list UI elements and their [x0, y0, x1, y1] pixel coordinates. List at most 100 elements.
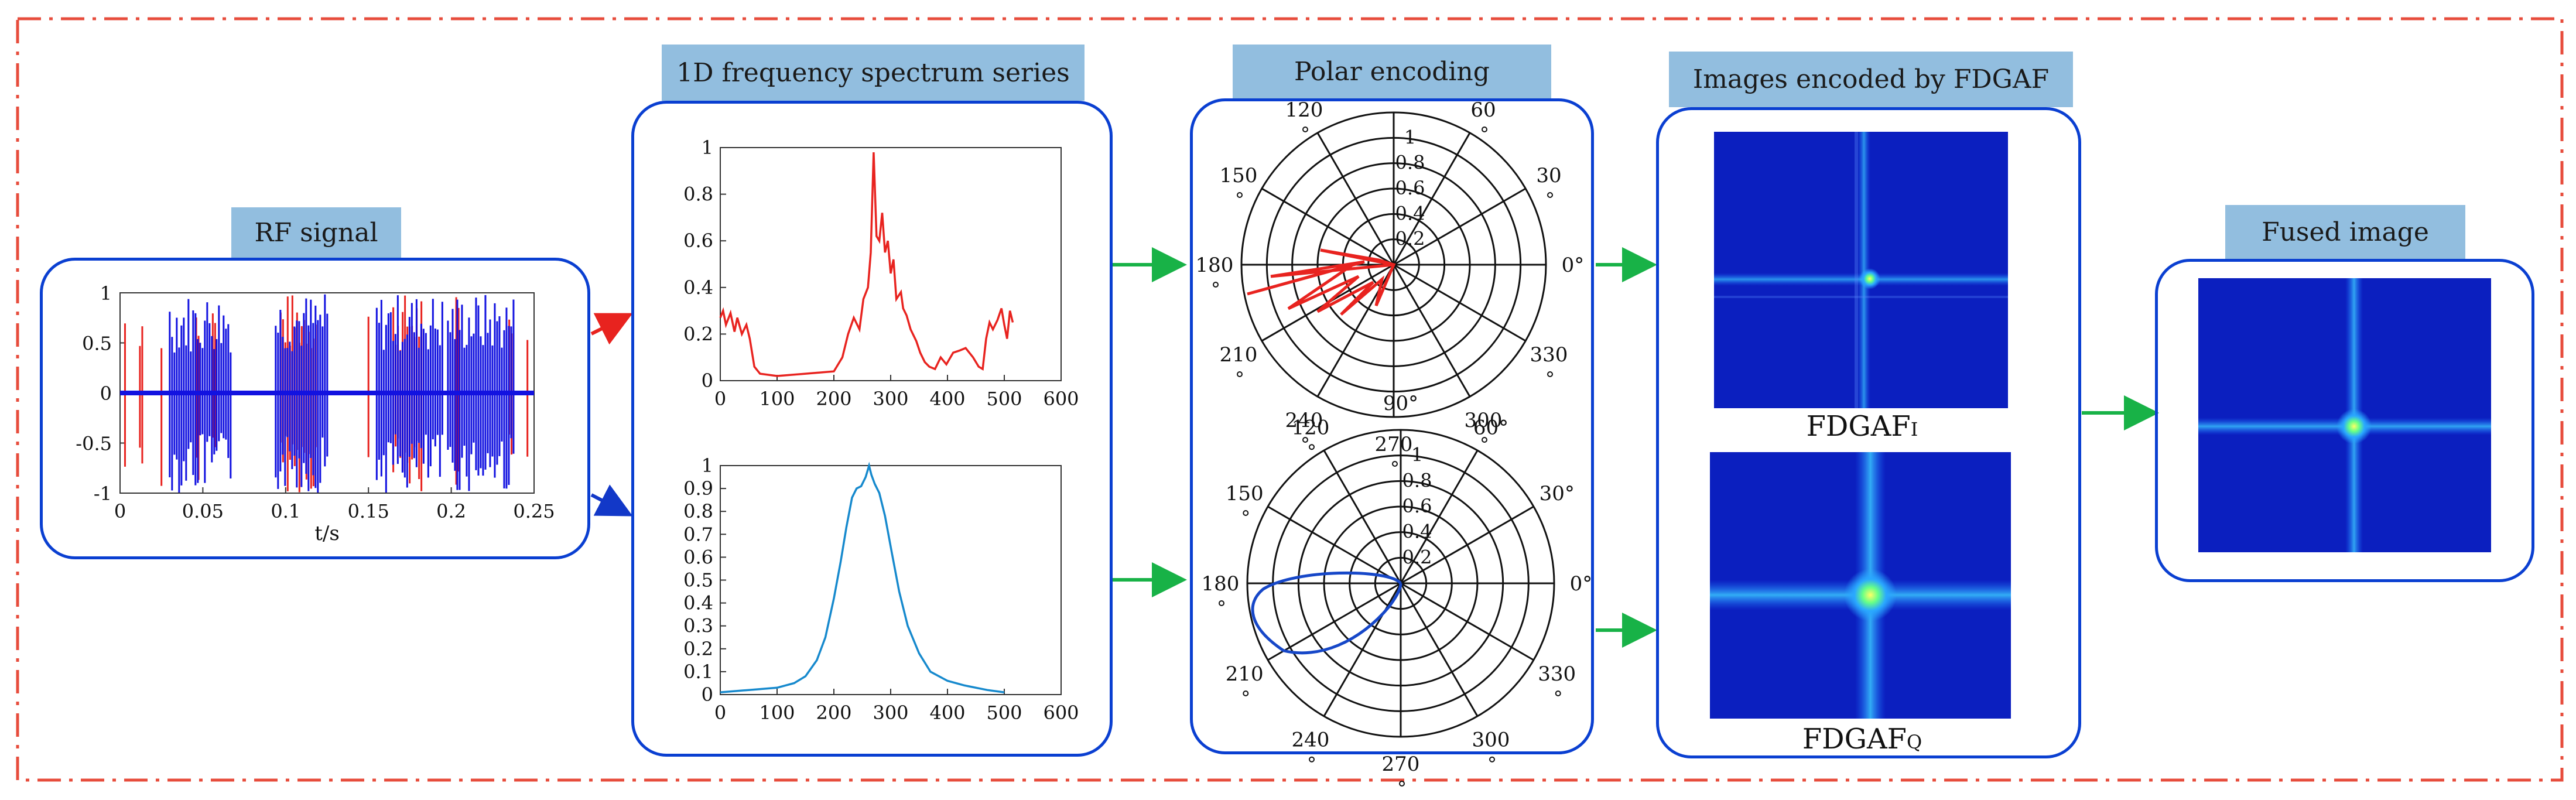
- polar-i-degree-mark: [1482, 437, 1487, 443]
- polar-i-radial-label: 1: [1404, 126, 1416, 148]
- polar-i-degree-mark: [1302, 437, 1308, 443]
- polar-q-angle-label: 60°: [1473, 416, 1508, 439]
- rf-xtick-label: 0.1: [271, 500, 300, 522]
- polar-i-radial-label: 0.6: [1395, 177, 1425, 199]
- outer-dashed-frame: [16, 17, 2564, 782]
- polar-q-spoke: [1323, 450, 1402, 584]
- polar-i-radial-label: 0.4: [1395, 202, 1425, 224]
- polar-q-chart: 0° 30° 60° 90° 120 150 180 210 240 270 300 330 0.2 0.…: [1202, 392, 1593, 787]
- rf-signal-chart: 10.50-0.5-10 0.05 0.1 0.15 0.2 0.25t/s: [76, 282, 555, 545]
- polar-q-spoke: [1400, 450, 1479, 584]
- polar-i-angle-label: 30: [1536, 164, 1561, 187]
- fdgaf-panel: [1656, 107, 2081, 758]
- polar-q-angle-label: 180: [1202, 572, 1240, 596]
- spectrum-i-series-line: [719, 152, 1014, 377]
- polar-q-angle-label: 0°: [1570, 572, 1593, 596]
- spectrum-i-xtick-label: 500: [986, 388, 1022, 410]
- spectrum-q-xtick-label: 100: [759, 702, 795, 724]
- spectrum-label: 1D frequency spectrum series: [662, 45, 1085, 101]
- spectrum-i-ytick-label: 0: [702, 370, 713, 392]
- arrow-rf-to-spectrum-i: [590, 313, 633, 345]
- polar-i-degree-mark: [1236, 192, 1243, 198]
- polar-q-trace: [1251, 571, 1402, 655]
- polar-i-radial-label: 0.2: [1395, 228, 1425, 250]
- polar-i-degree-mark: [1482, 126, 1487, 132]
- polar-i-degree-mark: [1213, 282, 1219, 288]
- fused-label: Fused image: [2225, 205, 2465, 259]
- polar-q-degree-mark: [1555, 690, 1561, 696]
- rf-xtick-label: 0.25: [513, 500, 555, 522]
- rf-burst-Q: [275, 294, 329, 493]
- spectrum-i-xtick-label: 100: [759, 388, 795, 410]
- rf-burst-Q: [169, 299, 232, 493]
- polar-q-spoke: [1267, 582, 1401, 661]
- fdgaf-q-caption: FDGAFQ: [1757, 723, 1968, 755]
- polar-q-angle-label: 150: [1226, 482, 1264, 505]
- spectrum-q-xtick-label: 200: [816, 702, 851, 724]
- polar-panel: [1190, 98, 1594, 754]
- polar-q-spoke: [1400, 583, 1479, 717]
- polar-q-degree-mark: [1399, 781, 1405, 787]
- polar-q-radial-label: 0.2: [1402, 546, 1432, 568]
- polar-q-spoke: [1267, 505, 1401, 584]
- spectrum-q-ytick-label: 0.3: [683, 615, 713, 637]
- rf-signal-panel: [40, 258, 590, 559]
- polar-i-degree-mark: [1392, 461, 1398, 467]
- polar-q-degree-mark: [1243, 690, 1249, 696]
- rf-burst-Q: [375, 295, 443, 493]
- rf-ytick-label: 0: [100, 382, 112, 405]
- fdgaf-q-image: [1710, 452, 2011, 719]
- polar-q-degree-mark: [1309, 756, 1315, 763]
- polar-q-radial-label: 1: [1411, 444, 1423, 466]
- spectrum-q-ytick-label: 0.7: [683, 523, 713, 545]
- spectrum-i-xtick-label: 0: [714, 388, 726, 410]
- fused-image: [2198, 278, 2491, 552]
- polar-i-chart: 0°3060901201501802102402703003300.20.40.…: [1196, 74, 1585, 467]
- polar-q-degree-mark: [1219, 600, 1224, 606]
- spectrum-q-ytick-label: 0.1: [683, 661, 713, 683]
- polar-i-degree-mark: [1236, 371, 1243, 377]
- rf-ytick-label: 0.5: [82, 333, 112, 355]
- spectrum-q-xtick-label: 400: [929, 702, 965, 724]
- spectrum-i-xtick-label: 200: [816, 388, 851, 410]
- polar-i-spoke: [1393, 264, 1471, 397]
- polar-q-radial-label: 0.8: [1402, 469, 1432, 491]
- spectrum-q-xtick-label: 600: [1043, 702, 1079, 724]
- polar-q-angle-label: 270: [1382, 753, 1420, 776]
- spectrum-q-axes-box: [720, 465, 1062, 695]
- polar-q-angle-label: 210: [1226, 662, 1264, 686]
- polar-q-spoke: [1400, 582, 1534, 661]
- polar-q-degree-mark: [1489, 756, 1495, 763]
- polar-i-angle-label: 240: [1285, 409, 1323, 432]
- arrow-rf-to-spectrum-q: [590, 484, 633, 517]
- polar-i-angle-label: 150: [1220, 164, 1258, 187]
- spectrum-q-ytick-label: 0.2: [683, 638, 713, 660]
- spectrum-q-series-line: [720, 461, 1005, 693]
- fdgaf-q-caption-sub: Q: [1906, 731, 1922, 753]
- polar-i-angle-label: 0°: [1562, 254, 1585, 277]
- polar-i-spoke: [1393, 132, 1471, 265]
- fdgaf-i-image: [1714, 132, 2008, 408]
- rf-xtick-label: 0.2: [436, 500, 466, 522]
- spectrum-i-ytick-label: 0.8: [683, 183, 713, 206]
- spectrum-panel: [631, 101, 1113, 757]
- spectrum-q-ytick-label: 0: [702, 683, 713, 706]
- polar-q-spoke: [1400, 505, 1534, 584]
- spectrum-i-ytick-label: 0.6: [683, 230, 713, 252]
- polar-label: Polar encoding: [1233, 45, 1551, 98]
- polar-q-degree-mark: [1309, 444, 1315, 450]
- fdgaf-i-caption-sub: I: [1910, 418, 1918, 440]
- spectrum-i-ytick-label: 0.4: [683, 276, 713, 299]
- spectrum-i-ytick-label: 0.2: [683, 323, 713, 345]
- rf-signal-label: RF signal: [231, 207, 401, 258]
- spectrum-q-xtick-label: 0: [714, 702, 726, 724]
- polar-i-angle-label: 330: [1530, 343, 1568, 367]
- polar-q-radial-label: 0.4: [1402, 521, 1432, 543]
- polar-i-trace: [1247, 248, 1396, 316]
- polar-i-degree-mark: [1547, 371, 1554, 377]
- fdgaf-label: Images encoded by FDGAF: [1669, 52, 2073, 107]
- fdgaf-i-caption: FDGAFI: [1757, 410, 1968, 443]
- polar-i-angle-label: 210: [1220, 343, 1258, 367]
- polar-i-angle-label: 180: [1196, 254, 1234, 277]
